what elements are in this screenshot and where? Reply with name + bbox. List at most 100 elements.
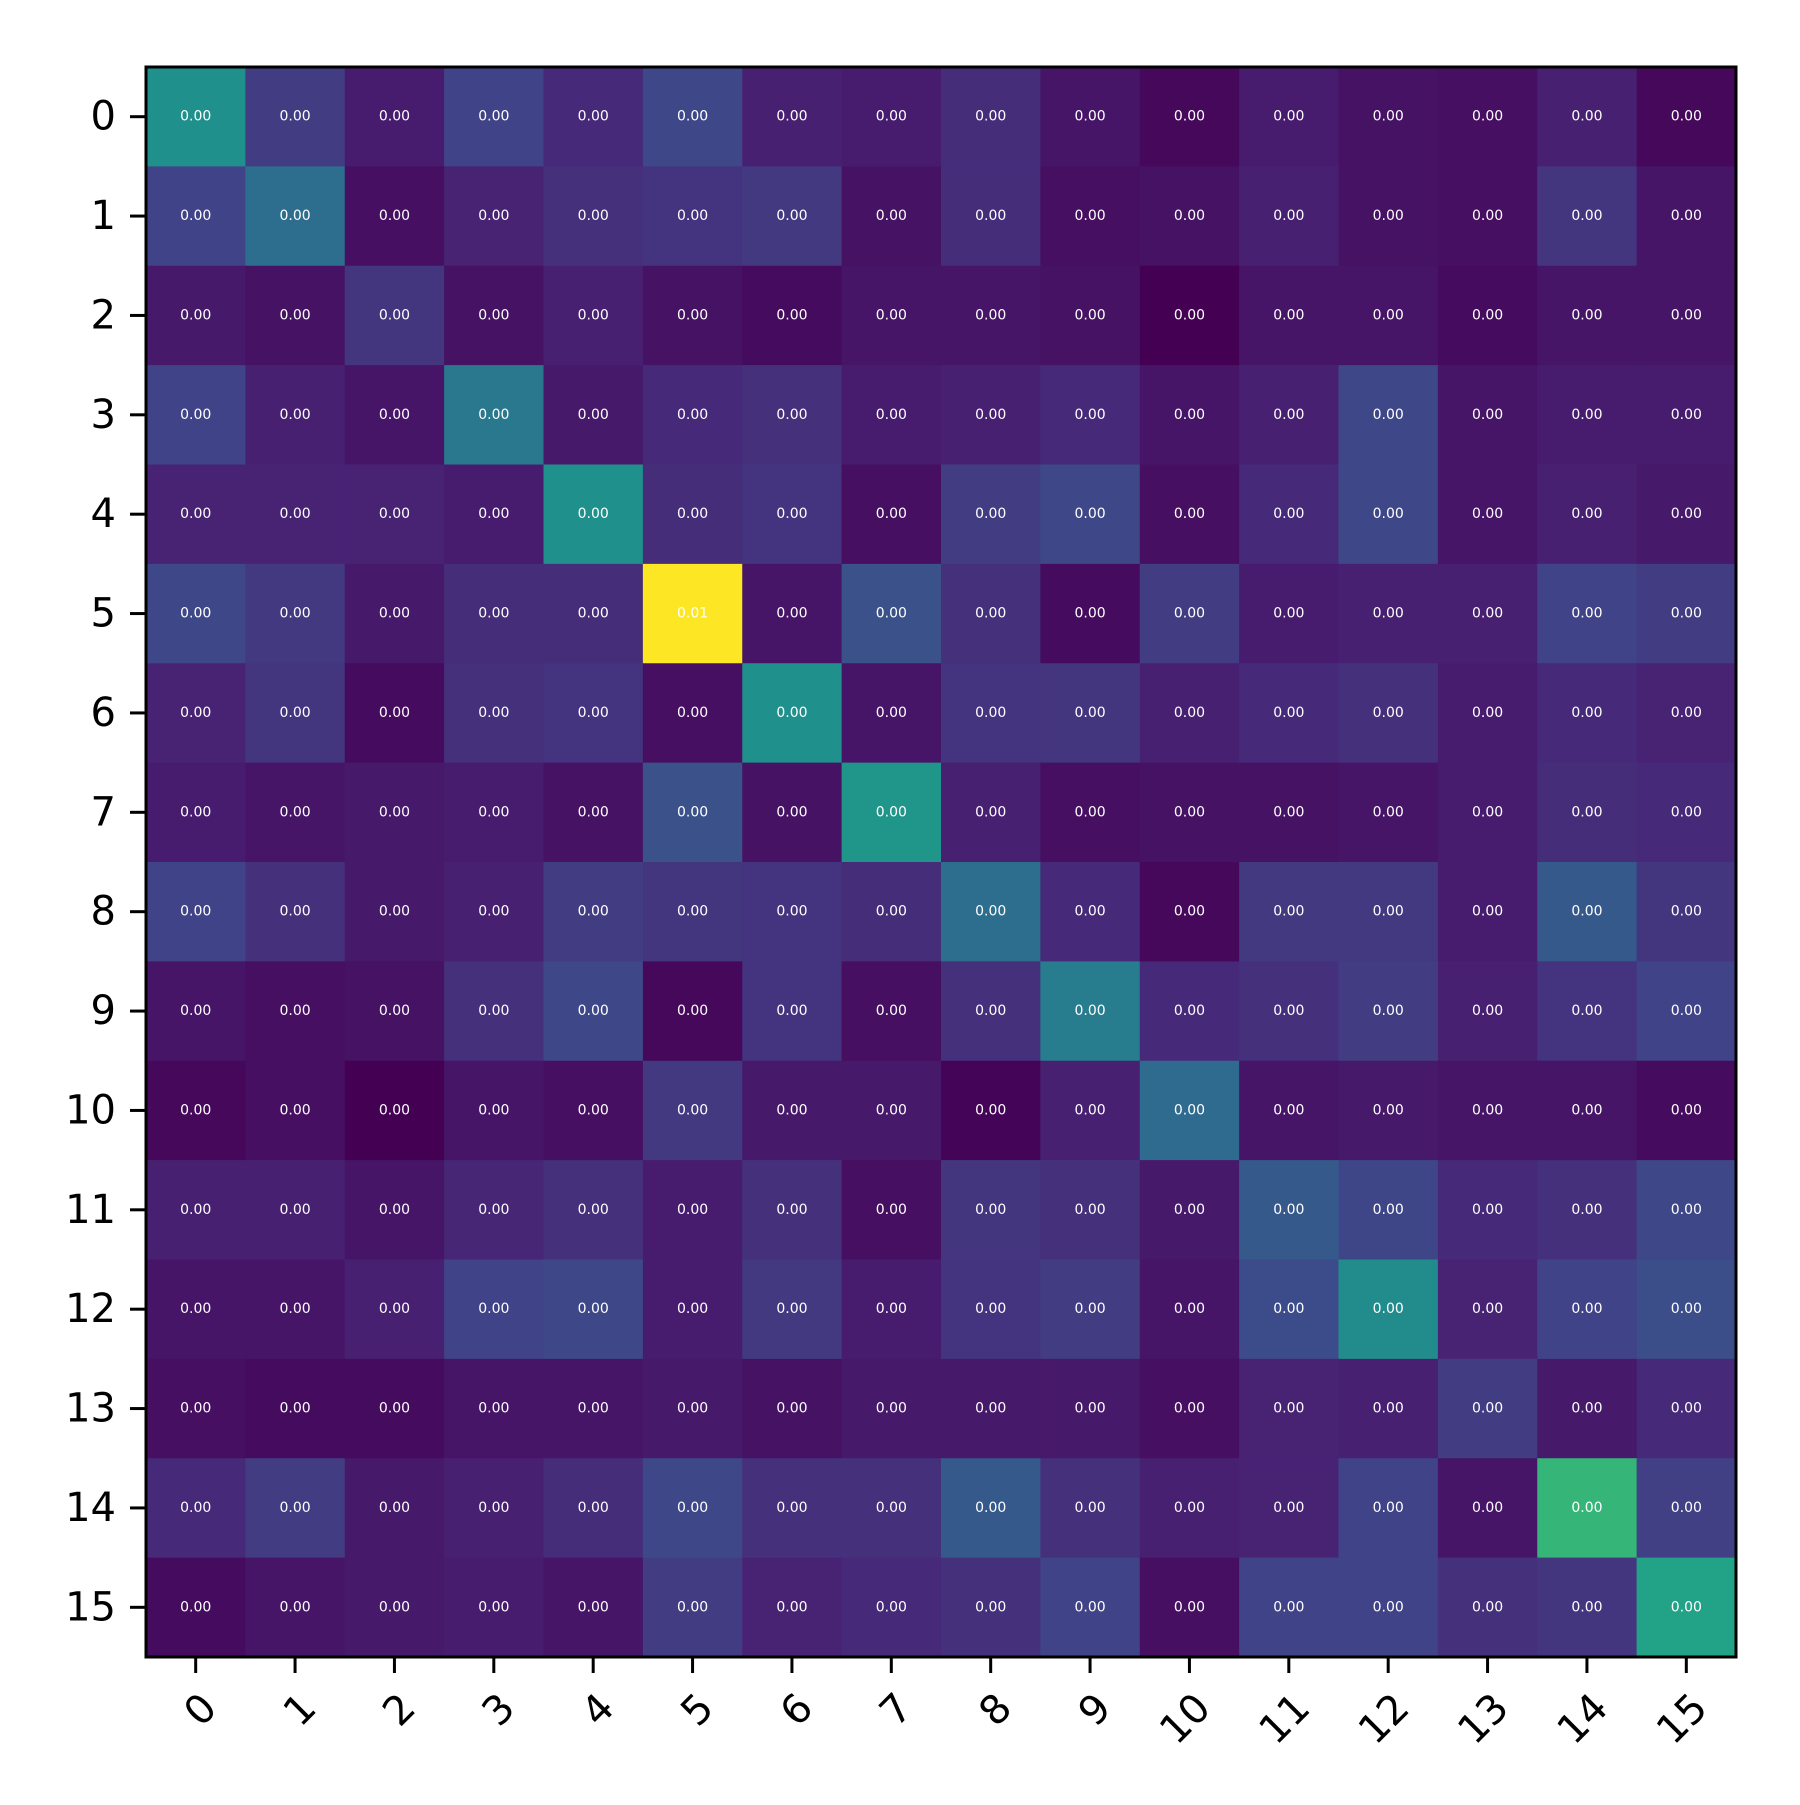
cell-value-label-7-15: 0.00 bbox=[1671, 804, 1702, 820]
cell-value-label-15-8: 0.00 bbox=[975, 1599, 1006, 1615]
heatmap-cell-3-3 bbox=[444, 365, 545, 466]
cell-value-label-1-2: 0.00 bbox=[379, 208, 410, 224]
heatmap-cell-10-11 bbox=[1239, 1060, 1340, 1161]
cell-value-label-3-1: 0.00 bbox=[279, 407, 310, 423]
cell-value-label-11-15: 0.00 bbox=[1671, 1202, 1702, 1218]
cell-value-label-15-13: 0.00 bbox=[1472, 1599, 1503, 1615]
cell-value-label-2-3: 0.00 bbox=[478, 307, 509, 323]
heatmap-cell-5-0 bbox=[146, 563, 246, 664]
heatmap-cell-13-9 bbox=[1040, 1358, 1141, 1459]
heatmap-cell-9-15 bbox=[1636, 961, 1737, 1062]
cell-value-label-6-7: 0.00 bbox=[876, 705, 907, 721]
cell-value-label-0-6: 0.00 bbox=[776, 109, 807, 125]
cell-value-label-14-6: 0.00 bbox=[776, 1500, 807, 1516]
cell-value-label-12-4: 0.00 bbox=[578, 1301, 609, 1317]
heatmap-cell-3-15 bbox=[1636, 365, 1737, 466]
cell-value-label-6-8: 0.00 bbox=[975, 705, 1006, 721]
heatmap-cell-4-13 bbox=[1437, 464, 1538, 565]
y-tick-label-14: 14 bbox=[65, 1485, 116, 1531]
cell-value-label-2-6: 0.00 bbox=[776, 307, 807, 323]
heatmap-cell-14-11 bbox=[1239, 1458, 1340, 1559]
heatmap-cell-1-9 bbox=[1040, 166, 1141, 267]
cell-value-label-9-1: 0.00 bbox=[279, 1003, 310, 1019]
heatmap-cell-8-4 bbox=[543, 862, 644, 962]
heatmap-cell-4-2 bbox=[344, 464, 445, 565]
heatmap-cell-1-5 bbox=[642, 166, 743, 267]
heatmap-cell-0-15 bbox=[1636, 67, 1737, 167]
heatmap-cell-2-7 bbox=[841, 265, 942, 366]
cell-value-label-5-1: 0.00 bbox=[279, 606, 310, 622]
y-tick-label-9: 9 bbox=[91, 988, 116, 1034]
cell-value-label-1-4: 0.00 bbox=[578, 208, 609, 224]
cell-value-label-1-12: 0.00 bbox=[1373, 208, 1404, 224]
heatmap-cell-14-8 bbox=[941, 1458, 1041, 1559]
cell-value-label-12-8: 0.00 bbox=[975, 1301, 1006, 1317]
cell-value-label-9-5: 0.00 bbox=[677, 1003, 708, 1019]
cell-value-label-7-12: 0.00 bbox=[1373, 804, 1404, 820]
cell-value-label-7-3: 0.00 bbox=[478, 804, 509, 820]
heatmap-cell-3-9 bbox=[1040, 365, 1141, 466]
heatmap-cell-6-7 bbox=[841, 663, 942, 764]
heatmap-cell-5-4 bbox=[543, 563, 644, 664]
cell-value-label-9-8: 0.00 bbox=[975, 1003, 1006, 1019]
cell-value-label-0-2: 0.00 bbox=[379, 109, 410, 125]
heatmap-cell-3-14 bbox=[1537, 365, 1638, 466]
cell-value-label-6-9: 0.00 bbox=[1074, 705, 1105, 721]
cell-value-label-2-9: 0.00 bbox=[1074, 307, 1105, 323]
cell-value-label-8-9: 0.00 bbox=[1074, 904, 1105, 920]
cell-value-label-13-3: 0.00 bbox=[478, 1401, 509, 1417]
heatmap-cell-12-7 bbox=[841, 1259, 942, 1360]
heatmap-cell-9-7 bbox=[841, 961, 942, 1062]
heatmap-cell-10-3 bbox=[444, 1060, 545, 1161]
heatmap-cell-0-7 bbox=[841, 67, 942, 167]
cell-value-labels: 0.00 0.00 0.00 0.00 0.00 0.00 0.00 0.00 0.00 0.00… bbox=[180, 109, 1702, 1616]
heatmap-cell-0-10 bbox=[1139, 67, 1240, 167]
heatmap-cell-2-5 bbox=[642, 265, 743, 366]
heatmap-cell-15-14 bbox=[1537, 1557, 1638, 1658]
cell-value-label-11-10: 0.00 bbox=[1174, 1202, 1205, 1218]
heatmap-cell-11-15 bbox=[1636, 1160, 1737, 1261]
heatmap-cell-9-2 bbox=[344, 961, 445, 1062]
heatmap-cell-12-9 bbox=[1040, 1259, 1141, 1360]
heatmap-cell-10-5 bbox=[642, 1060, 743, 1161]
heatmap-cell-12-15 bbox=[1636, 1259, 1737, 1360]
heatmap-cell-8-1 bbox=[245, 862, 346, 962]
cell-value-label-13-11: 0.00 bbox=[1273, 1401, 1304, 1417]
heatmap-cell-0-5 bbox=[642, 67, 743, 167]
y-tick-label-1: 1 bbox=[91, 193, 116, 239]
cell-value-label-5-6: 0.00 bbox=[776, 606, 807, 622]
cell-value-label-9-3: 0.00 bbox=[478, 1003, 509, 1019]
heatmap-cell-2-6 bbox=[742, 265, 843, 366]
cell-value-label-1-0: 0.00 bbox=[180, 208, 211, 224]
heatmap-cell-9-8 bbox=[941, 961, 1041, 1062]
cell-value-label-14-3: 0.00 bbox=[478, 1500, 509, 1516]
y-tick-label-6: 6 bbox=[91, 690, 116, 736]
heatmap-cell-1-10 bbox=[1139, 166, 1240, 267]
heatmap-cell-14-9 bbox=[1040, 1458, 1141, 1559]
heatmap-cell-2-4 bbox=[543, 265, 644, 366]
heatmap-cell-14-12 bbox=[1338, 1458, 1439, 1559]
heatmap-cell-8-10 bbox=[1139, 862, 1240, 962]
heatmap-cell-1-8 bbox=[941, 166, 1041, 267]
cell-value-label-2-7: 0.00 bbox=[876, 307, 907, 323]
x-tick-label-10: 10 bbox=[1151, 1685, 1220, 1754]
cell-value-label-3-11: 0.00 bbox=[1273, 407, 1304, 423]
cell-value-label-8-12: 0.00 bbox=[1373, 904, 1404, 920]
cell-value-label-4-1: 0.00 bbox=[279, 506, 310, 522]
heatmap-cell-15-9 bbox=[1040, 1557, 1141, 1658]
heatmap-cell-5-12 bbox=[1338, 563, 1439, 664]
heatmap-cell-5-14 bbox=[1537, 563, 1638, 664]
heatmap-cell-11-12 bbox=[1338, 1160, 1439, 1261]
heatmap-cell-13-11 bbox=[1239, 1358, 1340, 1459]
heatmap-cell-12-2 bbox=[344, 1259, 445, 1360]
heatmap-cell-10-14 bbox=[1537, 1060, 1638, 1161]
heatmap-cell-4-15 bbox=[1636, 464, 1737, 565]
heatmap-cell-13-13 bbox=[1437, 1358, 1538, 1459]
cell-value-label-1-3: 0.00 bbox=[478, 208, 509, 224]
cell-value-label-5-9: 0.00 bbox=[1074, 606, 1105, 622]
cell-value-label-9-7: 0.00 bbox=[876, 1003, 907, 1019]
cell-value-label-14-9: 0.00 bbox=[1074, 1500, 1105, 1516]
heatmap-cell-10-15 bbox=[1636, 1060, 1737, 1161]
cell-value-label-5-0: 0.00 bbox=[180, 606, 211, 622]
cell-value-label-14-11: 0.00 bbox=[1273, 1500, 1304, 1516]
